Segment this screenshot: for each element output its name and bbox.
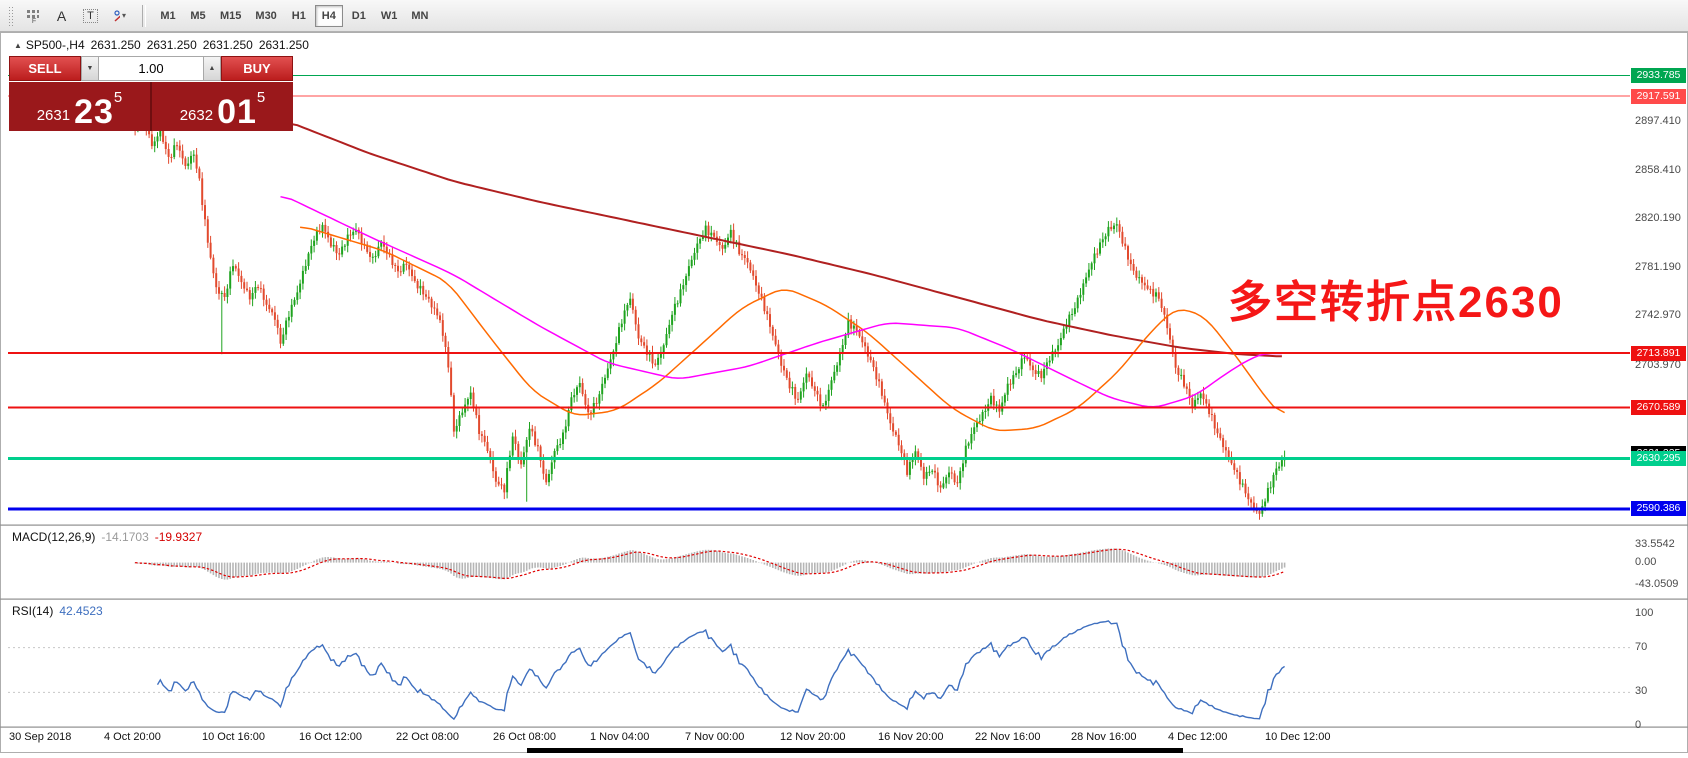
bid-price-display[interactable]: 2631 23 5 bbox=[9, 82, 150, 131]
ask-sup-digit: 5 bbox=[256, 89, 266, 106]
timeframe-button-M1[interactable]: M1 bbox=[154, 5, 182, 27]
timeframe-button-H4[interactable]: H4 bbox=[314, 4, 343, 27]
macd-signal-line bbox=[135, 548, 1285, 580]
timeframe-button-D1[interactable]: D1 bbox=[345, 5, 373, 27]
ma-slow-line bbox=[285, 122, 1282, 358]
ohlc-open: 2631.250 bbox=[90, 38, 141, 52]
ask-main-digits: 01 bbox=[217, 93, 257, 132]
macd-value: -14.1703 bbox=[101, 530, 149, 544]
candlestick-series bbox=[117, 91, 1286, 520]
text-label-icon: A bbox=[56, 7, 67, 24]
one-click-trading-panel: SELL ▼ ▲ BUY 2631 23 5 2632 01 5 bbox=[9, 56, 293, 131]
timeframe-button-MN[interactable]: MN bbox=[405, 5, 434, 27]
symbol-title: SP500-,H4 bbox=[25, 38, 85, 52]
svg-text:F: F bbox=[32, 18, 36, 24]
toolbar-separator bbox=[142, 4, 146, 27]
ask-price-display[interactable]: 2632 01 5 bbox=[152, 82, 293, 131]
caret-up-icon: ▲ bbox=[208, 65, 216, 72]
bid-sup-digit: 5 bbox=[113, 89, 123, 106]
macd-signal-value: -19.9327 bbox=[154, 530, 203, 544]
rsi-value: 42.4523 bbox=[59, 604, 103, 618]
ma-mid-line bbox=[299, 226, 1285, 432]
dropdown-caret-icon: ▾ bbox=[121, 11, 126, 20]
ohlc-high: 2631.250 bbox=[146, 38, 197, 52]
ask-prefix: 2632 bbox=[179, 107, 214, 124]
shapes-tool-button[interactable]: ▾ bbox=[106, 4, 133, 28]
buy-button[interactable]: BUY bbox=[221, 56, 293, 81]
shapes-icon bbox=[114, 9, 120, 22]
timeframe-button-H1[interactable]: H1 bbox=[285, 5, 313, 27]
chart-annotation: 多空转折点2630 bbox=[1228, 278, 1564, 327]
timeframe-group: M1 M5 M15 M30 H1 H4 D1 W1 MN bbox=[154, 4, 434, 27]
volume-dropdown-button[interactable]: ▼ bbox=[81, 56, 99, 81]
toolbar-drag-handle[interactable] bbox=[8, 5, 14, 26]
macd-indicator-label: MACD(12,26,9) -14.1703 -19.9327 bbox=[12, 530, 208, 544]
timeframe-button-M15[interactable]: M15 bbox=[214, 5, 247, 27]
bid-main-digits: 23 bbox=[74, 93, 114, 132]
rsi-line bbox=[156, 620, 1286, 721]
ma-magenta-line bbox=[280, 195, 1282, 408]
timeframe-button-M5[interactable]: M5 bbox=[184, 5, 212, 27]
rsi-panel bbox=[8, 620, 1630, 721]
volume-increase-button[interactable]: ▲ bbox=[203, 56, 221, 81]
ohlc-low: 2631.250 bbox=[202, 38, 253, 52]
toolbar: F A T ▾ M1 M5 M15 M30 H1 H4 D1 W1 MN bbox=[0, 0, 1688, 32]
symbol-marker-icon: ▲ bbox=[14, 41, 22, 50]
snap-grid-tool-button[interactable]: F bbox=[19, 4, 46, 28]
text-label-tool-button[interactable]: A bbox=[48, 4, 75, 28]
text-box-icon: T bbox=[83, 8, 98, 23]
timeframe-button-M30[interactable]: M30 bbox=[249, 5, 282, 27]
macd-name: MACD(12,26,9) bbox=[12, 530, 96, 544]
rsi-name: RSI(14) bbox=[12, 604, 54, 618]
snap-grid-icon: F bbox=[27, 9, 39, 24]
ohlc-close: 2631.250 bbox=[258, 38, 309, 52]
symbol-ohlc-info: ▲ SP500-,H4 2631.250 2631.250 2631.250 2631.2… bbox=[14, 38, 315, 52]
macd-panel bbox=[134, 548, 1286, 580]
chart-window bbox=[0, 32, 1688, 753]
bottom-black-bar bbox=[527, 748, 1183, 753]
bid-prefix: 2631 bbox=[36, 107, 71, 124]
volume-input[interactable] bbox=[99, 56, 203, 81]
text-box-tool-button[interactable]: T bbox=[77, 4, 104, 28]
timeframe-button-W1[interactable]: W1 bbox=[375, 5, 404, 27]
moving-averages bbox=[280, 122, 1285, 432]
caret-down-icon: ▼ bbox=[86, 65, 94, 72]
rsi-indicator-label: RSI(14) 42.4523 bbox=[12, 604, 109, 618]
sell-button[interactable]: SELL bbox=[9, 56, 81, 81]
